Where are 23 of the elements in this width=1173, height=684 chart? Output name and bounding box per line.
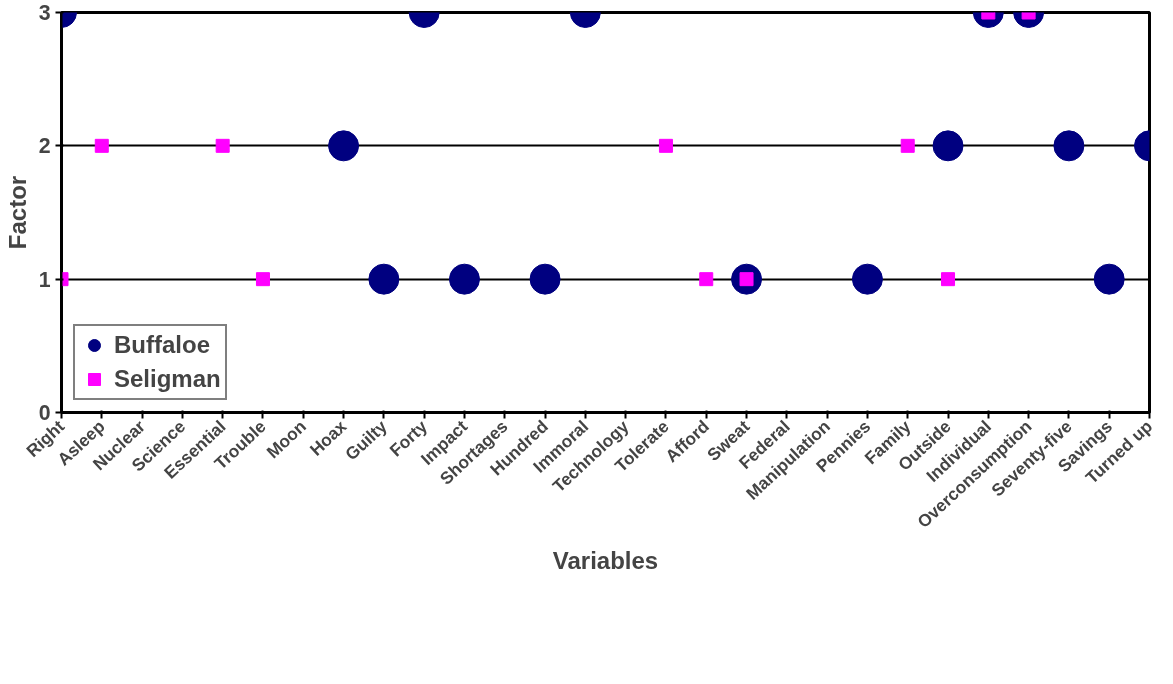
point	[94, 138, 109, 153]
y-tick-label: 0	[38, 401, 51, 425]
point	[529, 263, 561, 295]
point	[900, 138, 915, 153]
point	[851, 263, 883, 295]
point	[658, 138, 673, 153]
point	[932, 130, 964, 162]
legend-label: Buffaloe	[114, 331, 210, 359]
point	[448, 263, 480, 295]
legend-label: Seligman	[114, 365, 221, 393]
x-axis-title: Variables	[552, 547, 659, 575]
y-tick-label: 1	[38, 267, 51, 292]
y-axis-title: Factor	[3, 175, 31, 250]
y-tick-label: 3	[38, 1, 51, 25]
point	[215, 138, 230, 153]
y-tick-label: 2	[38, 134, 51, 159]
point	[699, 272, 714, 287]
point	[255, 272, 270, 287]
point	[1093, 263, 1125, 295]
point	[1053, 130, 1085, 162]
point	[368, 263, 400, 295]
point	[941, 272, 956, 287]
point	[328, 130, 360, 162]
